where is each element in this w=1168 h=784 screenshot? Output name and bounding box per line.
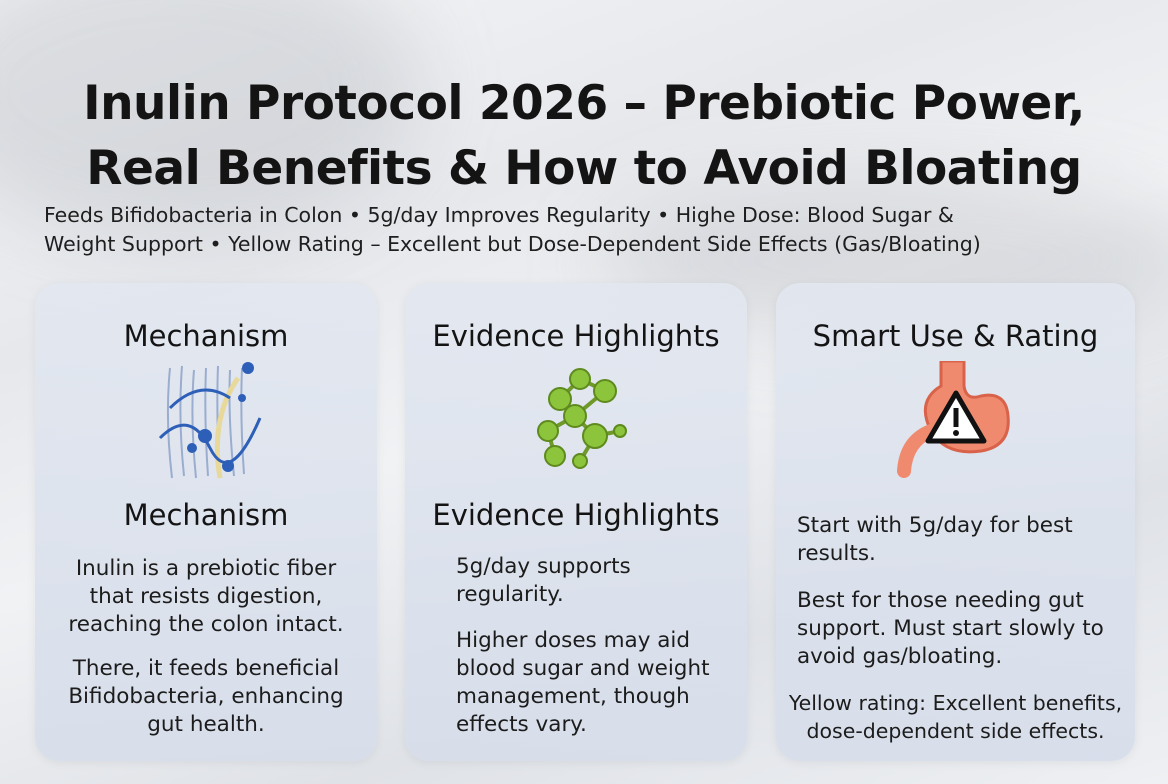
subtitle-line: Feeds Bifidobacteria in Colon • 5g/day I… [44, 203, 954, 227]
card: Evidence Highlights Evidence Highlights … [405, 283, 747, 761]
card-heading: Smart Use & Rating [812, 319, 1099, 353]
molecule-icon [537, 368, 627, 469]
card-heading: Evidence Highlights [432, 319, 720, 353]
paragraph: There, it feeds beneficial Bifidobacteri… [68, 656, 344, 737]
card-heading: Mechanism [123, 319, 289, 353]
paragraph: Higher doses may aid blood sugar and wei… [456, 628, 710, 737]
paragraph: Inulin is a prebiotic fiber that resists… [68, 556, 344, 637]
card-subheading: Evidence Highlights [432, 498, 720, 532]
card: Mechanism Mechanism Inulin is a prebioti… [35, 283, 377, 761]
subtitle-line: Weight Support • Yellow Rating – Excelle… [44, 232, 981, 256]
card: Smart Use & Rating Start with 5g/day for… [776, 283, 1135, 761]
card-subheading: Mechanism [123, 498, 289, 532]
paragraph: Best for those needing gut support. Must… [797, 588, 1104, 669]
title-line: Real Benefits & How to Avoid Bloating [86, 141, 1082, 196]
stomach-warning-icon [897, 361, 1010, 478]
title-line: Inulin Protocol 2026 – Prebiotic Power, [83, 76, 1085, 131]
fiber-icon [158, 362, 262, 479]
paragraph: 5g/day supports regularity. [456, 554, 631, 607]
paragraph: Start with 5g/day for best results. [797, 513, 1073, 566]
paragraph: Yellow rating: Excellent benefits, dose-… [788, 691, 1123, 743]
